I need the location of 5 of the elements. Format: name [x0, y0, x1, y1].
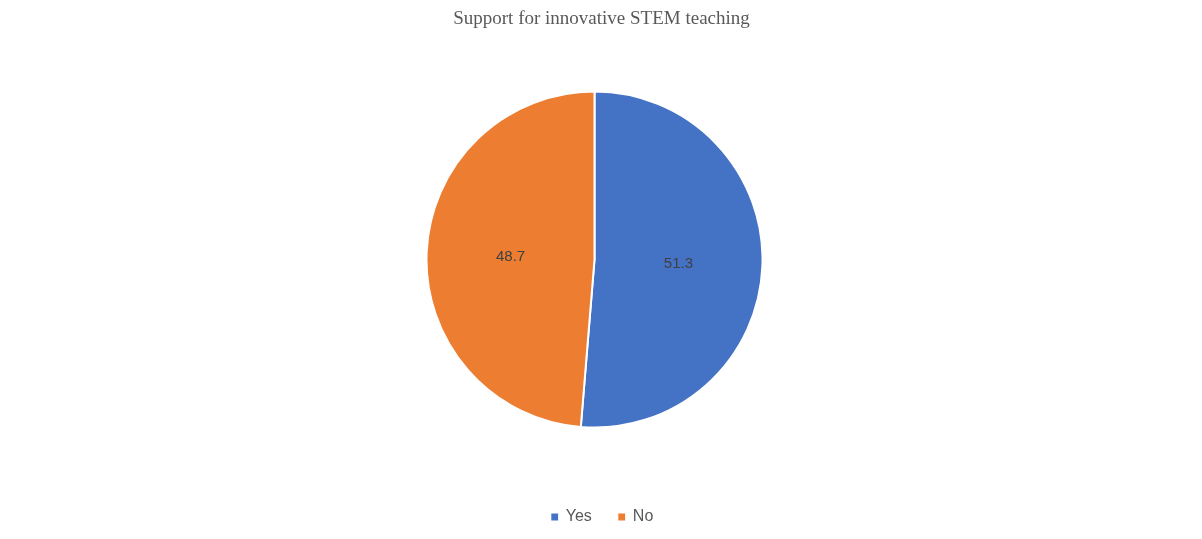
data-label: 48.7 — [495, 247, 526, 265]
data-label: 51.3 — [663, 254, 694, 272]
chart-title: Support for innovative STEM teaching — [453, 6, 751, 28]
legend-label: No — [632, 507, 654, 525]
legend-label: Yes — [565, 507, 592, 525]
